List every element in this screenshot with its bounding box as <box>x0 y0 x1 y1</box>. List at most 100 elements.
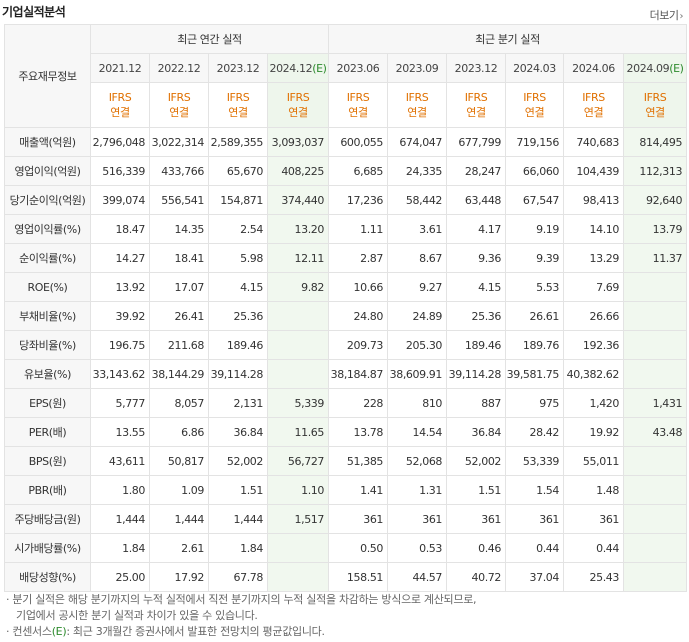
table-row: 당기순이익(억원) 399,074 556,541 154,871 374,440 17,… <box>4 185 688 215</box>
value-cell: 8,057 <box>149 388 209 418</box>
value-cell: 56,727 <box>266 446 330 476</box>
value-cell: 9.19 <box>505 214 565 244</box>
footnote-1-cont: 기업에서 공시한 분기 실적과 차이가 있을 수 있습니다. <box>16 609 258 622</box>
acct-consolidated: 연결 <box>228 106 248 119</box>
row-label: 부채비율(%) <box>4 301 91 331</box>
value-cell: 1,444 <box>208 504 268 534</box>
value-cell: 7.69 <box>563 272 625 302</box>
value-cell: 40.72 <box>446 562 507 592</box>
value-cell: 39,114.28 <box>446 359 507 389</box>
value-cell: 13.55 <box>90 417 150 447</box>
acct-ifrs: IFRS <box>286 91 310 104</box>
value-cell: 52,068 <box>387 446 448 476</box>
value-cell: 36.84 <box>446 417 507 447</box>
table-row: ROE(%) 13.92 17.07 4.15 9.82 10.66 9.27 4.15 5.5… <box>4 272 688 302</box>
value-cell: 211.68 <box>149 330 209 360</box>
value-cell: 361 <box>446 504 507 534</box>
value-cell: 36.84 <box>208 417 268 447</box>
value-cell: 719,156 <box>505 127 565 157</box>
value-cell: 66,060 <box>505 156 565 186</box>
value-cell: 205.30 <box>387 330 448 360</box>
value-cell: 361 <box>563 504 625 534</box>
value-cell <box>266 330 330 360</box>
acct-ifrs: IFRS <box>346 91 370 104</box>
value-cell: 43.48 <box>623 417 688 447</box>
value-cell <box>623 272 688 302</box>
value-cell: 25.43 <box>563 562 625 592</box>
value-cell: 13.79 <box>623 214 688 244</box>
financial-table: 주요재무정보 최근 연간 실적 최근 분기 실적 2021.12 2022.12 2… <box>4 24 688 592</box>
period-header: 2021.12 <box>90 53 150 83</box>
period-header: 2023.06 <box>328 53 389 83</box>
table-row: 주당배당금(원) 1,444 1,444 1,444 1,517 361 361 361 361… <box>4 504 688 534</box>
value-cell: 92,640 <box>623 185 688 215</box>
accounting-row: IFRS 연결 IFRS 연결 IFRS 연결 IFRS 연결 IFRS 연결 IFRS 연결 IFRS… <box>5 82 688 128</box>
value-cell: 600,055 <box>328 127 389 157</box>
row-header-label: 주요재무정보 <box>4 24 91 128</box>
value-cell: 18.41 <box>149 243 209 273</box>
table-row: BPS(원) 43,611 50,817 52,002 56,727 51,385 52,0… <box>4 446 688 476</box>
value-cell: 1,444 <box>149 504 209 534</box>
acct-consolidated: 연결 <box>407 106 427 119</box>
value-cell: 1.31 <box>387 475 448 505</box>
accounting-standard: IFRS 연결 <box>387 82 448 128</box>
row-label: 영업이익(억원) <box>4 156 91 186</box>
value-cell <box>266 533 330 563</box>
acct-consolidated: 연결 <box>348 106 368 119</box>
value-cell: 740,683 <box>563 127 625 157</box>
table-row: 당좌비율(%) 196.75 211.68 189.46 209.73 205.30 189… <box>4 330 688 360</box>
acct-consolidated: 연결 <box>524 106 545 119</box>
value-cell: 37.04 <box>505 562 565 592</box>
period-header: 2022.12 <box>149 53 209 83</box>
value-cell: 38,609.91 <box>387 359 448 389</box>
value-cell: 12.11 <box>266 243 330 273</box>
value-cell: 98,413 <box>563 185 625 215</box>
value-cell: 1,517 <box>266 504 330 534</box>
value-cell: 53,339 <box>505 446 565 476</box>
row-label: 매출액(억원) <box>4 127 91 157</box>
value-cell: 26.61 <box>505 301 565 331</box>
period-label: 2024.09 <box>626 61 670 75</box>
value-cell: 17.92 <box>149 562 209 592</box>
value-cell: 19.92 <box>563 417 625 447</box>
value-cell: 814,495 <box>623 127 688 157</box>
period-header: 2024.06 <box>563 53 625 83</box>
value-cell: 1.41 <box>328 475 389 505</box>
row-label: 당기순이익(억원) <box>4 185 91 215</box>
value-cell: 14.54 <box>387 417 448 447</box>
row-label: EPS(원) <box>4 388 91 418</box>
value-cell: 58,442 <box>387 185 448 215</box>
value-cell: 3,022,314 <box>149 127 209 157</box>
value-cell: 112,313 <box>623 156 688 186</box>
value-cell: 63,448 <box>446 185 507 215</box>
more-link[interactable]: 더보기› <box>649 7 684 23</box>
acct-consolidated: 연결 <box>583 106 604 119</box>
period-header: 2024.12(E) <box>266 53 330 83</box>
value-cell <box>623 301 688 331</box>
more-label: 더보기 <box>649 9 679 22</box>
value-cell: 5,339 <box>266 388 330 418</box>
value-cell <box>623 504 688 534</box>
value-cell: 13.20 <box>266 214 330 244</box>
value-cell: 1.51 <box>208 475 268 505</box>
period-header: 2024.03 <box>505 53 565 83</box>
period-label: 2023.12 <box>216 61 260 75</box>
table-row: 유보율(%) 33,143.62 38,144.29 39,114.28 38,184.… <box>4 359 688 389</box>
table-row: PBR(배) 1.80 1.09 1.51 1.10 1.41 1.31 1.51 1.54 1.… <box>4 475 688 505</box>
value-cell: 33,143.62 <box>90 359 150 389</box>
accounting-standard: IFRS 연결 <box>266 82 330 128</box>
table-row: 순이익률(%) 14.27 18.41 5.98 12.11 2.87 8.67 9.36 9.… <box>4 243 688 273</box>
value-cell <box>266 301 330 331</box>
acct-ifrs: IFRS <box>464 91 488 104</box>
value-cell: 1,444 <box>90 504 150 534</box>
row-label: 주당배당금(원) <box>4 504 91 534</box>
value-cell: 18.47 <box>90 214 150 244</box>
value-cell: 24.80 <box>328 301 389 331</box>
value-cell: 39,581.75 <box>505 359 565 389</box>
value-cell: 2,589,355 <box>208 127 268 157</box>
period-label: 2024.12 <box>269 61 313 75</box>
footnote-2-post: : 최근 3개월간 증권사에서 발표한 전망치의 평균값입니다. <box>66 625 325 638</box>
accounting-standard: IFRS 연결 <box>90 82 150 128</box>
period-label: 2021.12 <box>98 61 142 75</box>
value-cell: 25.00 <box>90 562 150 592</box>
